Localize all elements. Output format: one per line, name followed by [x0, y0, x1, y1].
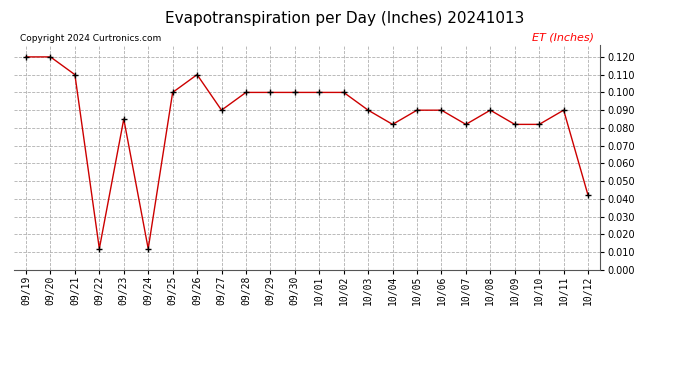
Text: ET (Inches): ET (Inches) [533, 33, 594, 43]
Text: Copyright 2024 Curtronics.com: Copyright 2024 Curtronics.com [19, 34, 161, 43]
Text: Evapotranspiration per Day (Inches) 20241013: Evapotranspiration per Day (Inches) 2024… [166, 11, 524, 26]
